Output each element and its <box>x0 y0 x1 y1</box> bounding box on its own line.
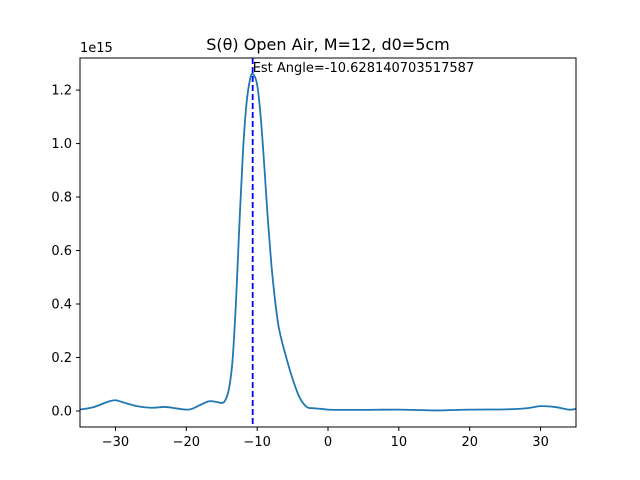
x-tick-label: −30 <box>102 435 129 450</box>
plot-frame <box>79 57 577 428</box>
x-tick-label: 20 <box>461 435 478 450</box>
chart-title: S(θ) Open Air, M=12, d0=5cm <box>206 35 450 54</box>
y-tick-label: 0.4 <box>51 298 72 313</box>
estimate-annotation: Est Angle=-10.628140703517587 <box>253 61 475 76</box>
series-line <box>79 72 577 412</box>
y-tick-label: 0.2 <box>51 351 72 366</box>
y-tick-label: 0.0 <box>51 404 72 419</box>
y-tick-label: 1.0 <box>51 137 72 152</box>
y-tick-label: 1.2 <box>51 84 72 99</box>
x-tick-label: −20 <box>173 435 200 450</box>
y-tick-label: 0.6 <box>51 244 72 259</box>
y-tick-label: 0.8 <box>51 191 72 206</box>
x-tick-label: −10 <box>243 435 270 450</box>
x-tick-label: 0 <box>324 435 332 450</box>
plot-area: Est Angle=-10.628140703517587 <box>79 58 577 427</box>
x-tick-label: 30 <box>532 435 549 450</box>
x-tick-label: 10 <box>391 435 408 450</box>
y-axis: 0.0 0.2 0.4 0.6 0.8 1.0 1.2 <box>51 84 80 419</box>
x-axis: −30 −20 −10 0 10 20 30 <box>102 427 549 450</box>
y-axis-multiplier: 1e15 <box>80 41 113 56</box>
